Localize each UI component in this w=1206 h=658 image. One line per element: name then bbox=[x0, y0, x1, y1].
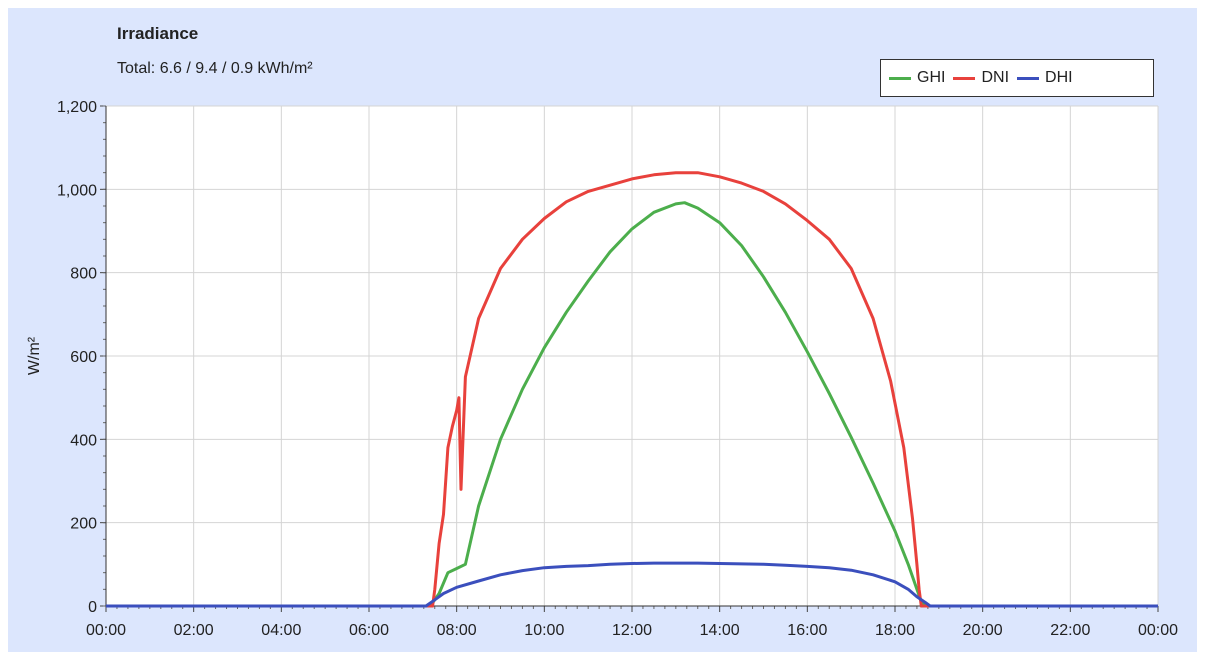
x-tick-label: 04:00 bbox=[261, 622, 301, 639]
legend-label-dni: DNI bbox=[981, 69, 1010, 86]
legend-label-dhi: DHI bbox=[1045, 69, 1073, 86]
x-tick-label: 08:00 bbox=[437, 622, 477, 639]
x-tick-label: 02:00 bbox=[174, 622, 214, 639]
x-tick-label: 12:00 bbox=[612, 622, 652, 639]
series-line-dni bbox=[106, 171, 1158, 608]
y-tick-label: 600 bbox=[70, 349, 97, 366]
series-line-dhi bbox=[106, 561, 1158, 608]
legend-item-ghi[interactable]: GHI bbox=[889, 69, 945, 87]
axes: 00:00 02:00 04:00 06:00 08:00 10:00 12:00 14:00… bbox=[57, 99, 1178, 639]
y-tick-label: 200 bbox=[70, 516, 97, 533]
legend: GHI DNI DHI bbox=[880, 59, 1154, 97]
legend-item-dhi[interactable]: DHI bbox=[1017, 69, 1073, 87]
x-tick-label: 20:00 bbox=[963, 622, 1003, 639]
x-tick-label: 18:00 bbox=[875, 622, 915, 639]
grid bbox=[106, 105, 1159, 606]
y-tick-label: 0 bbox=[88, 599, 97, 616]
x-tick-label: 06:00 bbox=[349, 622, 389, 639]
legend-item-dni[interactable]: DNI bbox=[953, 69, 1009, 87]
chart-subtitle: Total: 6.6 / 9.4 / 0.9 kWh/m² bbox=[117, 60, 313, 77]
x-tick-label: 10:00 bbox=[524, 622, 564, 639]
chart-title: Irradiance bbox=[117, 24, 199, 43]
x-tick-label: 16:00 bbox=[787, 622, 827, 639]
series-line-ghi bbox=[106, 201, 1158, 608]
x-tick-label: 00:00 bbox=[1138, 622, 1178, 639]
y-axis-label: W/m² bbox=[26, 336, 43, 375]
y-tick-label: 400 bbox=[70, 432, 97, 449]
x-tick-label: 14:00 bbox=[700, 622, 740, 639]
y-tick-label: 1,000 bbox=[57, 182, 97, 199]
legend-swatch-dni bbox=[953, 76, 976, 80]
legend-swatch-dhi bbox=[1017, 76, 1040, 80]
y-tick-label: 800 bbox=[70, 266, 97, 283]
x-tick-label: 00:00 bbox=[86, 622, 126, 639]
x-tick-label: 22:00 bbox=[1050, 622, 1090, 639]
legend-label-ghi: GHI bbox=[917, 69, 946, 86]
series-lines bbox=[106, 171, 1158, 608]
y-tick-label: 1,200 bbox=[57, 99, 97, 116]
legend-swatch-ghi bbox=[889, 76, 911, 80]
